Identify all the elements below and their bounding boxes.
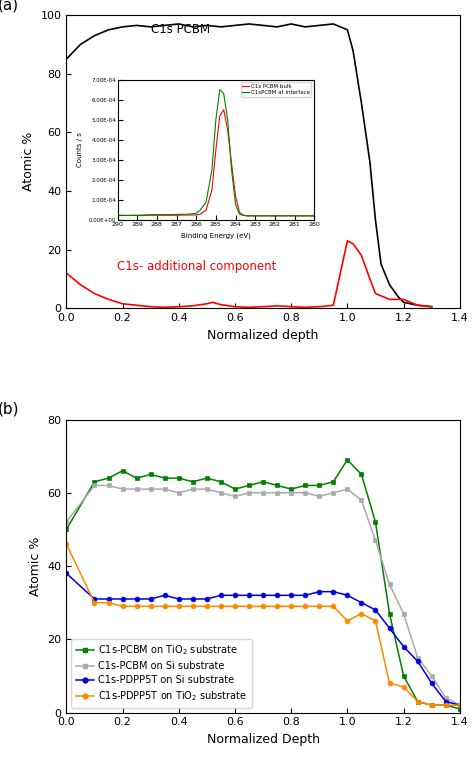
Text: (b): (b)	[0, 402, 19, 417]
Text: C1s- additional component: C1s- additional component	[117, 260, 276, 273]
Y-axis label: Atomic %: Atomic %	[29, 537, 42, 596]
Text: (a): (a)	[0, 0, 19, 12]
Text: C1s PCBM: C1s PCBM	[151, 23, 210, 36]
Legend: C1s-PCBM on TiO$_2$ substrate, C1s-PCBM on Si substrate, C1s-PDPP5T on Si substr: C1s-PCBM on TiO$_2$ substrate, C1s-PCBM …	[71, 639, 252, 708]
Y-axis label: Atomic %: Atomic %	[22, 132, 35, 191]
X-axis label: Normalized depth: Normalized depth	[208, 328, 319, 342]
X-axis label: Normalized Depth: Normalized Depth	[207, 733, 319, 746]
